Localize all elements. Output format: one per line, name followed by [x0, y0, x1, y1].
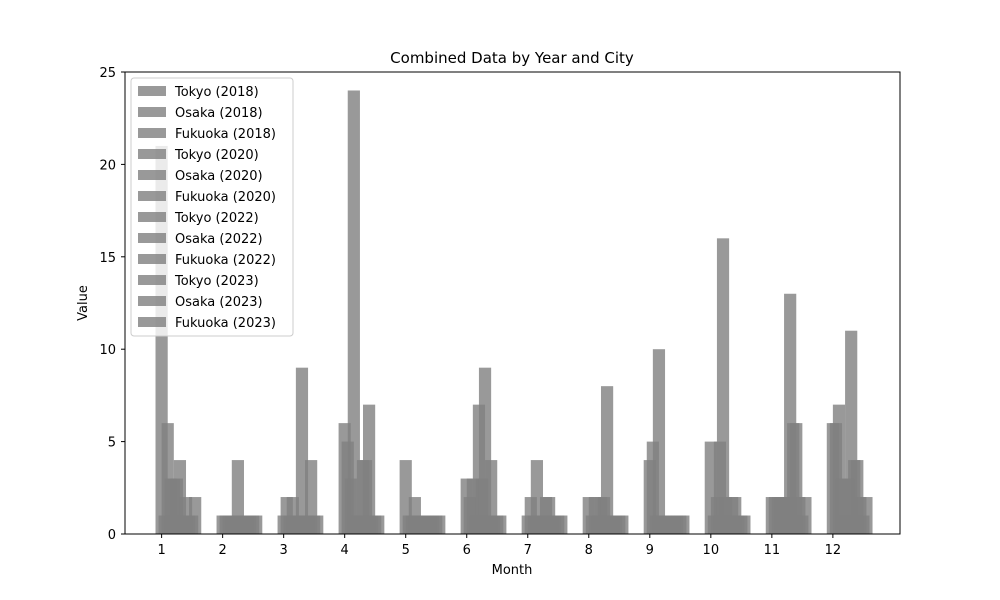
- bar: [347, 90, 360, 534]
- legend-swatch: [138, 254, 166, 264]
- legend-swatch: [138, 233, 166, 243]
- legend-label: Fukuoka (2022): [175, 253, 276, 268]
- bar: [433, 515, 446, 534]
- x-axis-label: Month: [492, 563, 533, 578]
- legend-swatch: [138, 317, 166, 327]
- x-tick-label: 9: [646, 543, 654, 558]
- x-tick-label: 8: [585, 543, 593, 558]
- legend-swatch: [138, 128, 166, 138]
- bar: [555, 515, 568, 534]
- x-tick-label: 3: [280, 543, 288, 558]
- legend-swatch: [138, 212, 166, 222]
- legend-label: Tokyo (2018): [174, 85, 259, 100]
- x-tick-label: 1: [157, 543, 165, 558]
- legend-label: Fukuoka (2023): [175, 316, 276, 331]
- y-axis: 0 5 10 15 20 25: [99, 66, 125, 543]
- bar: [799, 497, 812, 534]
- legend-label: Osaka (2023): [175, 295, 263, 310]
- bar: [250, 515, 263, 534]
- bar: [362, 404, 376, 534]
- legend-label: Tokyo (2022): [174, 211, 259, 226]
- x-axis: 1 2 3 4 5 6 7 8 9 10 11 12: [157, 534, 841, 558]
- legend-frame: [130, 77, 294, 337]
- bar: [860, 497, 873, 534]
- y-tick-label: 25: [99, 66, 116, 81]
- bars-group: [155, 90, 873, 535]
- x-tick-label: 12: [825, 543, 842, 558]
- bar: [677, 515, 690, 534]
- plot-frame: [124, 71, 901, 535]
- x-tick-label: 2: [218, 543, 226, 558]
- legend-label: Osaka (2020): [175, 169, 263, 184]
- bar: [738, 515, 751, 534]
- bar: [372, 515, 385, 534]
- legend-label: Osaka (2022): [175, 232, 263, 247]
- legend-label: Tokyo (2023): [174, 274, 259, 289]
- bar: [716, 238, 730, 534]
- y-tick-label: 10: [99, 343, 116, 358]
- legend-swatch: [138, 170, 166, 180]
- legend-label: Osaka (2018): [175, 106, 263, 121]
- legend-swatch: [138, 275, 166, 285]
- legend-swatch: [138, 191, 166, 201]
- x-tick-label: 5: [402, 543, 410, 558]
- x-tick-label: 7: [524, 543, 532, 558]
- bar: [311, 515, 324, 534]
- bar: [189, 497, 202, 534]
- legend-label: Fukuoka (2020): [175, 190, 276, 205]
- x-tick-label: 4: [341, 543, 349, 558]
- x-tick-label: 10: [703, 543, 720, 558]
- y-axis-label: Value: [76, 285, 91, 321]
- bar: [616, 515, 629, 534]
- bar: [600, 386, 614, 534]
- y-tick-label: 15: [99, 251, 116, 266]
- bar: [652, 349, 666, 534]
- legend-swatch: [138, 86, 166, 96]
- y-tick-label: 0: [108, 528, 116, 543]
- x-tick-label: 11: [764, 543, 781, 558]
- legend-swatch: [138, 107, 166, 117]
- legend-label: Fukuoka (2018): [175, 127, 276, 142]
- legend-swatch: [138, 296, 166, 306]
- legend: Tokyo (2018) Osaka (2018) Fukuoka (2018) To…: [130, 77, 294, 337]
- bar: [494, 515, 507, 534]
- x-tick-label: 6: [463, 543, 471, 558]
- y-tick-label: 20: [99, 158, 116, 173]
- legend-swatch: [138, 149, 166, 159]
- y-tick-label: 5: [108, 436, 116, 451]
- chart-title: Combined Data by Year and City: [390, 49, 634, 67]
- legend-label: Tokyo (2020): [174, 148, 259, 163]
